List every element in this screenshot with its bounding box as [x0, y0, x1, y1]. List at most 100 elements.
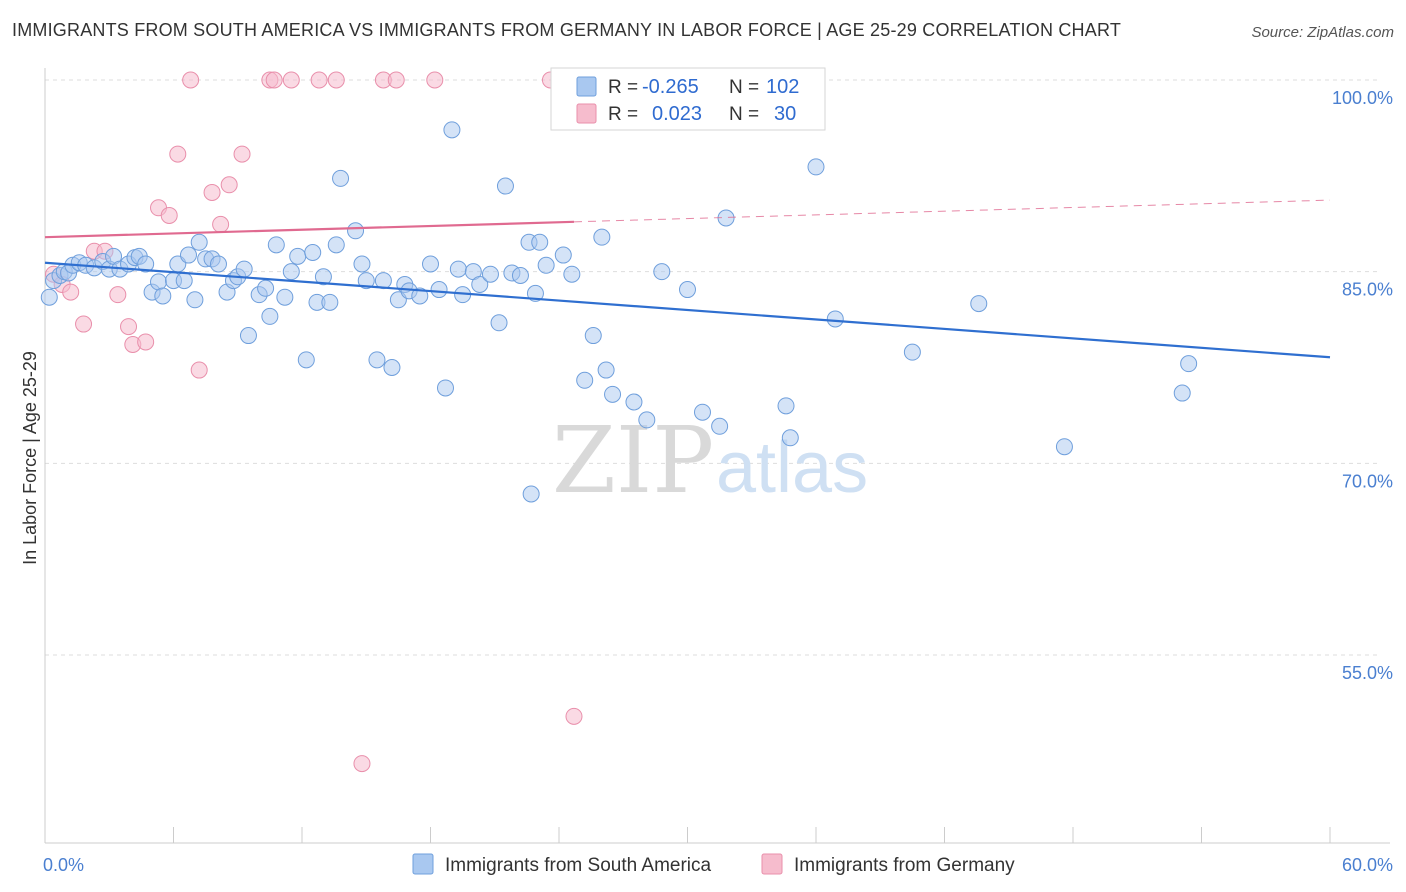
south-america-point	[496, 177, 514, 195]
south-america-point	[267, 236, 285, 254]
y-tick-label: 100.0%	[1332, 88, 1393, 108]
south-america-point	[537, 256, 555, 274]
legend-blue-label: Immigrants from South America	[445, 855, 712, 876]
south-america-point	[383, 359, 401, 376]
y-tick-label: 70.0%	[1342, 471, 1393, 491]
south-america-point	[154, 287, 172, 305]
south-america-point	[711, 417, 729, 435]
south-america-point	[554, 246, 572, 264]
south-america-point	[321, 293, 339, 311]
trend-lines	[44, 199, 1331, 359]
germany-point	[75, 315, 93, 333]
south-america-point	[327, 236, 345, 254]
south-america-point	[150, 273, 168, 291]
germany-point	[565, 707, 583, 725]
south-america-point	[190, 233, 208, 251]
south-america-point	[304, 244, 322, 261]
stats-blue-r-label: R =	[608, 77, 638, 98]
watermark: ZIP atlas	[552, 407, 868, 514]
germany-trend-extension	[573, 199, 1331, 223]
south-america-point	[368, 351, 386, 369]
south-america-point	[436, 379, 454, 397]
stats-box: R = -0.265 N = 102 R = 0.023 N = 30	[550, 67, 826, 131]
germany-point	[62, 283, 80, 301]
y-tick-label: 55.0%	[1342, 663, 1393, 683]
south-america-point	[347, 222, 365, 240]
south-america-trend-line	[44, 261, 1331, 359]
south-america-point	[175, 272, 193, 290]
south-america-point	[353, 255, 371, 273]
south-america-point	[297, 351, 315, 369]
stats-blue-n-label: N =	[729, 77, 759, 98]
stats-blue-swatch	[576, 76, 597, 97]
south-america-point	[449, 260, 467, 278]
south-america-point	[638, 411, 656, 429]
legend-pink-swatch	[761, 853, 783, 875]
legend-blue-swatch	[412, 853, 434, 875]
south-america-point	[679, 281, 696, 299]
germany-point	[120, 318, 138, 336]
germany-point	[212, 215, 230, 233]
germany-point	[203, 183, 221, 201]
stats-pink-r-label: R =	[608, 104, 638, 125]
germany-point	[282, 71, 300, 89]
axis-layer	[44, 68, 1390, 844]
chart-title: IMMIGRANTS FROM SOUTH AMERICA VS IMMIGRA…	[12, 20, 1122, 40]
south-america-point	[903, 343, 921, 361]
legend: Immigrants from South America Immigrants…	[412, 853, 1015, 876]
germany-point	[109, 286, 127, 304]
south-america-point	[604, 385, 622, 403]
y-axis-label: In Labor Force | Age 25-29	[20, 351, 40, 565]
stats-pink-n-value: 30	[774, 103, 796, 125]
x-tick-label: 60.0%	[1342, 855, 1393, 875]
south-america-point	[576, 371, 594, 389]
germany-point	[310, 71, 328, 89]
south-america-point	[1180, 355, 1198, 373]
south-america-point	[781, 429, 799, 447]
south-america-point	[443, 121, 461, 139]
south-america-point	[40, 288, 58, 306]
germany-point	[137, 333, 155, 351]
south-america-point	[332, 169, 350, 187]
south-america-point	[1173, 384, 1191, 402]
stats-pink-n-label: N =	[729, 104, 759, 125]
south-america-point	[777, 397, 795, 415]
south-america-point	[1055, 438, 1073, 456]
south-america-point	[137, 255, 155, 273]
south-america-point	[430, 281, 448, 299]
stats-pink-r-value: 0.023	[652, 103, 702, 125]
germany-point	[169, 145, 187, 163]
south-america-point	[186, 291, 204, 309]
stats-box-frame	[550, 67, 826, 131]
south-america-point	[625, 393, 643, 411]
south-america-point	[653, 263, 671, 281]
y-tick-label: 85.0%	[1342, 280, 1393, 300]
south-america-point	[282, 263, 300, 281]
south-america-point	[531, 233, 549, 251]
south-america-point	[522, 485, 540, 503]
south-america-point	[276, 288, 294, 306]
stats-blue-n-value: 102	[766, 76, 799, 98]
germany-point	[353, 755, 371, 773]
stats-blue-r-value: -0.265	[642, 76, 699, 98]
y-tick-labels: 100.0% 85.0% 70.0% 55.0%	[1332, 88, 1393, 683]
south-america-point	[422, 255, 439, 273]
south-america-point	[179, 246, 197, 264]
germany-point	[233, 145, 251, 163]
germany-point	[426, 71, 444, 89]
germany-trend-line	[44, 220, 575, 239]
south-america-point	[693, 403, 711, 421]
south-america-point	[807, 158, 825, 176]
south-america-point	[584, 327, 602, 345]
source-credit: Source: ZipAtlas.com	[1251, 24, 1394, 41]
south-america-point	[471, 275, 489, 293]
south-america-point	[239, 327, 257, 345]
south-america-point	[257, 279, 275, 297]
south-america-point	[593, 228, 611, 246]
grid-layer	[45, 79, 1380, 656]
south-america-point	[314, 268, 332, 286]
south-america-point	[490, 314, 508, 332]
south-america-point	[411, 287, 429, 305]
south-america-point	[526, 284, 544, 302]
